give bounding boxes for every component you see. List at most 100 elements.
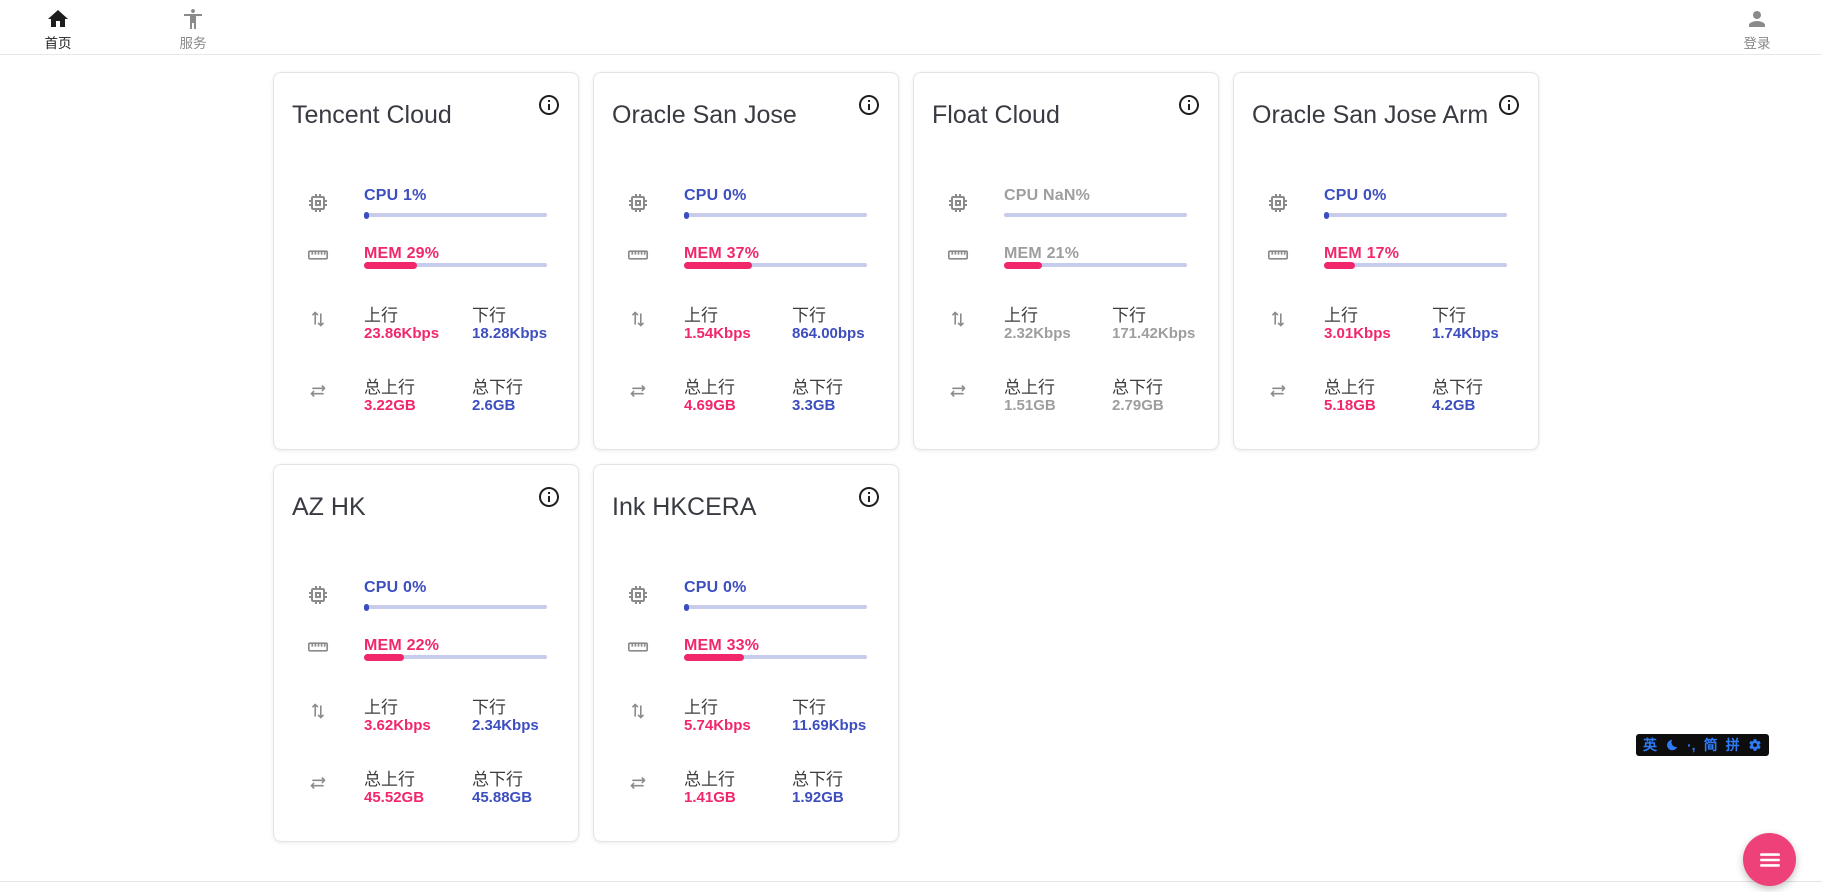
server-name: AZ HK xyxy=(292,493,366,521)
swap-vertical-icon xyxy=(952,311,964,327)
server-grid: Tencent Cloud CPU 1% MEM 29% 上行 下行 23.86… xyxy=(273,72,1539,842)
swap-vertical-icon xyxy=(632,703,644,719)
total-download-label: 总下行 xyxy=(472,378,523,397)
ime-punctuation-toggle[interactable]: ·, xyxy=(1687,737,1696,753)
cpu-progress-bar xyxy=(1324,211,1507,219)
info-icon[interactable] xyxy=(857,485,881,509)
top-navigation-bar: 首页 服务 登录 xyxy=(0,0,1822,55)
mem-usage-label: MEM 33% xyxy=(684,637,760,654)
mem-bar-fill xyxy=(684,261,752,269)
download-speed-value: 11.69Kbps xyxy=(792,717,867,734)
total-download-label: 总下行 xyxy=(1112,378,1163,397)
total-upload-value: 1.41GB xyxy=(684,789,736,806)
info-icon[interactable] xyxy=(1497,93,1521,117)
server-name: Oracle San Jose xyxy=(612,101,797,129)
nav-home-label: 首页 xyxy=(44,36,72,51)
nav-services-label: 服务 xyxy=(179,36,207,51)
mem-progress-bar xyxy=(364,261,547,269)
nav-item-services[interactable]: 服务 xyxy=(163,7,223,52)
swap-horizontal-icon xyxy=(310,777,326,789)
cpu-usage-label: CPU 1% xyxy=(364,187,427,204)
person-icon xyxy=(1749,11,1765,27)
cpu-bar-fill xyxy=(1324,211,1329,219)
total-upload-value: 4.69GB xyxy=(684,397,736,414)
mem-usage-label: MEM 29% xyxy=(364,245,440,262)
gear-icon[interactable] xyxy=(1748,738,1762,752)
total-upload-label: 总上行 xyxy=(684,770,735,789)
cpu-chip-icon xyxy=(629,194,647,212)
total-upload-label: 总上行 xyxy=(364,770,415,789)
cpu-usage-label: CPU 0% xyxy=(364,579,427,596)
total-upload-label: 总上行 xyxy=(1004,378,1055,397)
mem-usage-label: MEM 37% xyxy=(684,245,760,262)
download-label: 下行 xyxy=(792,698,826,717)
cpu-chip-icon xyxy=(949,194,967,212)
cpu-chip-icon xyxy=(309,586,327,604)
memory-ruler-icon xyxy=(1267,250,1289,260)
total-download-value: 3.3GB xyxy=(792,397,836,414)
total-upload-label: 总上行 xyxy=(364,378,415,397)
server-name: Tencent Cloud xyxy=(292,101,452,129)
cpu-usage-label: CPU 0% xyxy=(684,579,747,596)
cpu-bar-fill xyxy=(364,211,369,219)
mem-progress-bar xyxy=(684,653,867,661)
swap-horizontal-icon xyxy=(1270,385,1286,397)
info-icon[interactable] xyxy=(1177,93,1201,117)
swap-vertical-icon xyxy=(1272,311,1284,327)
nav-item-home[interactable]: 首页 xyxy=(28,7,88,52)
server-name: Ink HKCERA xyxy=(612,493,757,521)
mem-bar-fill xyxy=(1004,261,1043,269)
download-label: 下行 xyxy=(1432,306,1466,325)
total-download-value: 45.88GB xyxy=(472,789,533,806)
info-icon[interactable] xyxy=(857,93,881,117)
server-card: AZ HK CPU 0% MEM 22% 上行 下行 3.62Kbps 2.34… xyxy=(273,464,579,842)
upload-label: 上行 xyxy=(684,698,718,717)
mem-bar-fill xyxy=(364,653,405,661)
download-speed-value: 18.28Kbps xyxy=(472,325,548,342)
server-list-fab[interactable] xyxy=(1743,833,1796,886)
cpu-chip-icon xyxy=(1269,194,1287,212)
cpu-progress-bar xyxy=(364,603,547,611)
cpu-progress-bar xyxy=(364,211,547,219)
swap-horizontal-icon xyxy=(630,777,646,789)
mem-usage-label: MEM 21% xyxy=(1004,245,1080,262)
nav-item-login[interactable]: 登录 xyxy=(1727,7,1787,52)
ime-pinyin-toggle[interactable]: 拼 xyxy=(1725,737,1740,753)
cpu-bar-fill xyxy=(684,603,689,611)
total-upload-value: 1.51GB xyxy=(1004,397,1056,414)
upload-speed-value: 3.62Kbps xyxy=(364,717,431,734)
upload-label: 上行 xyxy=(1324,306,1358,325)
info-icon[interactable] xyxy=(537,93,561,117)
upload-speed-value: 5.74Kbps xyxy=(684,717,751,734)
cpu-bar-fill xyxy=(684,211,689,219)
total-download-value: 1.92GB xyxy=(792,789,844,806)
upload-label: 上行 xyxy=(364,698,398,717)
info-icon[interactable] xyxy=(537,485,561,509)
moon-icon[interactable] xyxy=(1665,738,1679,752)
total-download-value: 2.79GB xyxy=(1112,397,1164,414)
download-speed-value: 171.42Kbps xyxy=(1112,325,1196,342)
cpu-bar-fill xyxy=(364,603,369,611)
server-card: Float Cloud CPU NaN% MEM 21% 上行 下行 2.32K… xyxy=(913,72,1219,450)
ime-toolbar: 英 ·, 简 拼 xyxy=(1636,734,1769,756)
download-speed-value: 1.74Kbps xyxy=(1432,325,1499,342)
download-speed-value: 2.34Kbps xyxy=(472,717,539,734)
upload-speed-value: 2.32Kbps xyxy=(1004,325,1071,342)
ime-language-toggle[interactable]: 英 xyxy=(1643,737,1657,753)
total-download-value: 4.2GB xyxy=(1432,397,1476,414)
total-upload-value: 45.52GB xyxy=(364,789,425,806)
swap-horizontal-icon xyxy=(630,385,646,397)
total-upload-label: 总上行 xyxy=(684,378,735,397)
home-icon xyxy=(48,10,68,27)
mem-bar-fill xyxy=(364,261,418,269)
memory-ruler-icon xyxy=(627,250,649,260)
total-download-label: 总下行 xyxy=(792,770,843,789)
total-upload-value: 3.22GB xyxy=(364,397,416,414)
total-upload-label: 总上行 xyxy=(1324,378,1375,397)
mem-progress-bar xyxy=(364,653,547,661)
ime-simplified-toggle[interactable]: 简 xyxy=(1703,737,1718,753)
memory-ruler-icon xyxy=(307,250,329,260)
total-download-value: 2.6GB xyxy=(472,397,516,414)
server-name: Oracle San Jose Arm xyxy=(1252,101,1489,129)
total-download-label: 总下行 xyxy=(792,378,843,397)
